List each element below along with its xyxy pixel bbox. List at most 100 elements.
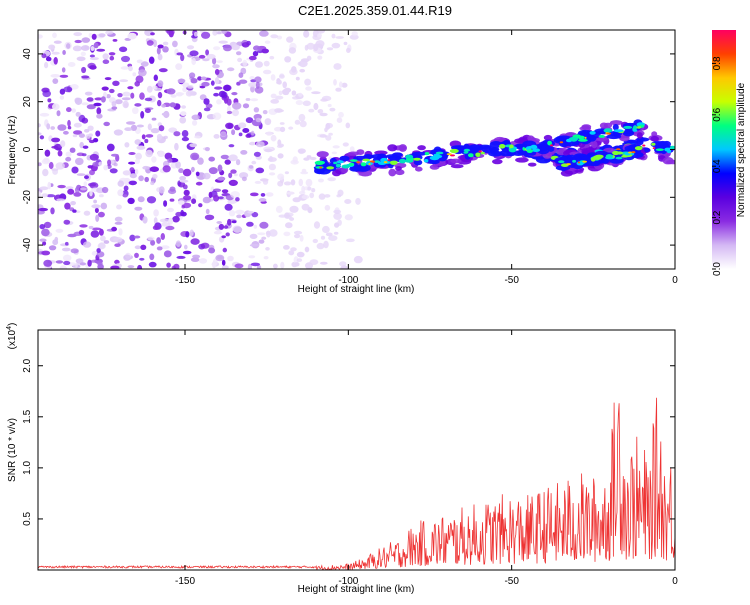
signal-halo-blob: [515, 157, 529, 163]
noise-blob: [248, 82, 258, 88]
noise-blob: [336, 117, 343, 123]
noise-blob: [167, 158, 173, 163]
noise-blob: [227, 199, 237, 205]
noise-blob: [62, 50, 66, 55]
noise-blob: [194, 135, 201, 139]
noise-blob: [71, 166, 79, 174]
noise-blob: [121, 55, 130, 63]
noise-blob: [291, 66, 297, 73]
noise-blob: [305, 86, 312, 91]
signal-peak-blob: [368, 163, 371, 165]
noise-blob: [62, 254, 72, 262]
noise-blob: [48, 44, 56, 50]
noise-blob: [166, 88, 176, 95]
noise-blob: [178, 200, 185, 206]
noise-blob: [69, 147, 76, 153]
noise-blob: [316, 242, 325, 250]
noise-blob: [261, 236, 267, 240]
signal-hot-blob: [623, 125, 633, 129]
noise-blob: [116, 204, 122, 210]
signal-hot-blob: [336, 160, 344, 164]
noise-blob: [161, 112, 167, 116]
noise-blob: [249, 243, 260, 247]
noise-blob: [258, 239, 265, 244]
noise-blob: [65, 186, 74, 190]
noise-blob: [249, 165, 254, 169]
colorbar: 0.0 0.2 0.4 0.6 0.8 Normalized spectral ampl…: [712, 30, 747, 276]
noise-blob: [146, 40, 154, 46]
signal-hot-blob: [572, 159, 577, 163]
noise-blob: [179, 179, 189, 183]
signal-peak-blob: [550, 144, 553, 147]
noise-blob: [57, 150, 63, 157]
noise-blob: [184, 244, 188, 250]
noise-blob: [43, 259, 53, 267]
noise-blob: [56, 198, 66, 202]
noise-blob: [223, 84, 231, 92]
noise-blob: [224, 203, 233, 211]
noise-blob: [158, 125, 165, 132]
noise-blob: [87, 165, 93, 169]
noise-blob: [181, 136, 189, 142]
noise-blob: [159, 218, 169, 223]
noise-blob: [311, 91, 321, 95]
noise-blob: [339, 261, 347, 267]
noise-blob: [144, 97, 153, 102]
noise-blob: [75, 111, 81, 117]
noise-blob: [270, 74, 276, 81]
noise-blob: [195, 181, 203, 186]
noise-blob: [324, 127, 328, 133]
noise-blob: [90, 46, 95, 51]
noise-blob: [128, 152, 136, 155]
noise-blob: [191, 198, 197, 204]
signal-halo-blob: [387, 144, 398, 152]
noise-blob: [208, 156, 215, 162]
noise-blob: [255, 141, 265, 148]
noise-blob: [111, 106, 118, 110]
spectrogram-ylabel: Frequency (Hz): [7, 116, 18, 185]
noise-blob: [39, 112, 50, 117]
noise-blob: [162, 46, 169, 53]
noise-blob: [183, 195, 192, 201]
noise-blob: [318, 193, 326, 200]
noise-blob: [201, 81, 210, 87]
signal-peak-blob: [628, 151, 632, 154]
noise-blob: [227, 255, 234, 262]
noise-blob: [288, 47, 297, 54]
signal-core-blob: [392, 152, 403, 158]
snr-ticks: -150 -100 -50 0 0.5 1.0 1.5 2.0: [22, 330, 678, 587]
noise-blob: [48, 245, 57, 251]
noise-blob: [150, 239, 156, 246]
noise-blob: [59, 74, 69, 78]
noise-blob: [296, 258, 303, 262]
noise-blob: [55, 260, 64, 264]
noise-blob: [304, 78, 311, 86]
noise-blob: [235, 197, 240, 202]
noise-blob: [136, 145, 146, 150]
noise-blob: [51, 137, 61, 143]
noise-blob: [52, 78, 59, 84]
noise-blob: [97, 211, 105, 218]
noise-blob: [342, 142, 349, 147]
noise-blob: [101, 186, 109, 194]
signal-hot-blob: [592, 155, 603, 160]
noise-blob: [213, 194, 220, 202]
noise-blob: [231, 92, 238, 96]
noise-blob: [228, 154, 238, 162]
noise-blob: [195, 171, 200, 177]
noise-blob: [245, 117, 254, 124]
snr-ytick-label: 1.0: [22, 460, 33, 474]
noise-blob: [253, 151, 261, 157]
noise-blob: [53, 40, 62, 44]
noise-blob: [309, 156, 317, 161]
noise-blob: [261, 48, 270, 54]
noise-blob: [280, 261, 285, 269]
signal-hot-blob: [605, 154, 614, 159]
noise-blob: [83, 210, 91, 216]
noise-blob: [76, 152, 85, 157]
noise-blob: [167, 207, 174, 213]
signal-hot-blob: [651, 142, 656, 146]
signal-peak-blob: [652, 147, 656, 150]
noise-blob: [52, 32, 57, 39]
noise-blob: [134, 139, 142, 145]
